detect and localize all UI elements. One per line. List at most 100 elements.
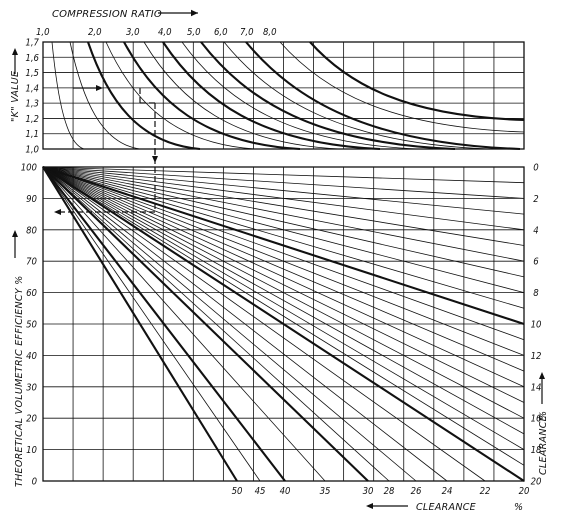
k-tick-label: 1,5	[25, 68, 39, 79]
k-tick-label: 1,0	[25, 145, 39, 156]
compression-ratio-label: 5,0	[187, 27, 201, 38]
bottom-clearance-unit: %	[514, 502, 523, 513]
clearance-line	[42, 166, 417, 482]
bottom-clearance-tick-label: 26	[411, 486, 422, 497]
efficiency-tick-label: 20	[26, 414, 37, 425]
compression-ratio-labels: 1,0 2,0 3,0 4,0 5,0 6,0 7,0 8,0	[36, 27, 277, 38]
right-clearance-arrow	[539, 372, 545, 404]
clearance-line	[42, 166, 525, 231]
k-value-axis-arrow	[12, 48, 18, 74]
clearance-line	[42, 166, 525, 403]
efficiency-tick-label: 0	[32, 477, 38, 488]
efficiency-tick-label: 70	[26, 257, 37, 268]
clearance-line	[42, 166, 238, 482]
efficiency-tick-label: 50	[26, 320, 37, 331]
clearance-line	[42, 166, 525, 325]
bottom-clearance-tick-label: 20	[519, 486, 530, 497]
efficiency-frame	[42, 166, 525, 482]
clearance-line	[42, 166, 525, 419]
clearance-line	[42, 166, 525, 309]
efficiency-tick-label: 100	[21, 163, 38, 174]
efficiency-axis-title: THEORETICAL VOLUMETRIC EFFICIENCY %	[14, 275, 25, 487]
right-clearance-tick-label: 20	[531, 477, 542, 488]
clearance-line	[42, 166, 525, 184]
clearance-line	[42, 166, 286, 482]
right-clearance-title: CLEARANCE	[538, 415, 549, 475]
bottom-clearance-tick-label: 50	[232, 486, 243, 497]
k-value-curve	[223, 41, 491, 150]
clearance-line	[42, 166, 525, 356]
k-value-curve	[69, 41, 141, 150]
k-value-curve	[105, 41, 256, 150]
clearance-line	[42, 166, 525, 466]
compression-ratio-title: COMPRESSION RATIO	[52, 9, 162, 20]
bottom-clearance-tick-label: 35	[320, 486, 331, 497]
right-clearance-tick-label: 0	[533, 163, 539, 174]
clearance-line	[42, 166, 525, 482]
clearance-line	[42, 166, 486, 482]
efficiency-tick-label: 90	[26, 194, 37, 205]
efficiency-tick-label: 10	[26, 445, 37, 456]
k-value-curve	[87, 41, 201, 151]
clearance-line	[42, 166, 525, 341]
k-value-curve	[309, 41, 525, 122]
clearance-line	[42, 166, 326, 482]
compression-ratio-label: 2,0	[88, 27, 102, 38]
compression-ratio-label: 4,0	[158, 27, 172, 38]
bottom-clearance-tick-labels: 50 45 40 35 30 28 26 24 22 20	[232, 486, 530, 497]
efficiency-tick-label: 40	[26, 351, 37, 362]
efficiency-tick-label: 30	[26, 382, 37, 393]
clearance-line	[42, 166, 525, 262]
bottom-clearance-tick-label: 30	[363, 486, 374, 497]
bottom-clearance-arrow	[366, 503, 408, 509]
k-value-curve	[245, 41, 521, 151]
right-clearance-tick-label: 12	[531, 351, 542, 362]
right-clearance-tick-label: 6	[533, 257, 539, 268]
clearance-line	[42, 166, 525, 215]
compression-ratio-label: 6,0	[214, 27, 228, 38]
right-clearance-tick-label: 8	[533, 288, 539, 299]
clearance-line	[42, 166, 525, 293]
right-clearance-tick-label: 10	[531, 320, 542, 331]
clearance-line	[42, 166, 525, 199]
compression-ratio-label: 8,0	[263, 27, 277, 38]
k-value-curve	[123, 41, 301, 151]
right-clearance-unit: %	[538, 411, 549, 420]
k-tick-label: 1,1	[25, 129, 39, 140]
k-value-curve	[181, 41, 419, 150]
right-clearance-tick-label: 14	[531, 382, 542, 393]
efficiency-tick-label: 60	[26, 288, 37, 299]
bottom-clearance-tick-label: 40	[280, 486, 291, 497]
k-value-tick-labels: 1,0 1,1 1,2 1,3 1,4 1,5 1,6 1,7	[25, 38, 39, 156]
clearance-line	[42, 166, 525, 278]
right-clearance-tick-label: 18	[531, 445, 542, 456]
worked-example-arrows	[54, 85, 158, 215]
bottom-clearance-tick-label: 45	[255, 486, 266, 497]
k-tick-label: 1,3	[25, 99, 39, 110]
k-tick-label: 1,7	[25, 38, 39, 49]
k-value-frame	[42, 41, 525, 150]
clearance-line	[42, 166, 525, 388]
k-value-curve	[162, 41, 381, 151]
bottom-clearance-tick-label: 22	[480, 486, 491, 497]
k-value-axis-title: "K" VALUE	[10, 71, 21, 122]
right-clearance-unit-group: %	[538, 411, 549, 420]
efficiency-tick-label: 80	[26, 225, 37, 236]
k-tick-label: 1,2	[25, 114, 39, 125]
k-tick-label: 1,6	[25, 53, 39, 64]
compression-ratio-arrow	[158, 9, 198, 17]
clearance-line	[42, 166, 261, 482]
clearance-line	[42, 166, 369, 482]
right-clearance-tick-labels: 0 2 4 6 8 10 12 14 16 18 20	[531, 163, 542, 488]
bottom-clearance-tick-label: 28	[384, 486, 395, 497]
right-clearance-tick-label: 16	[531, 414, 542, 425]
k-value-curve	[200, 41, 456, 151]
right-clearance-tick-label: 2	[533, 194, 538, 205]
k-value-curve	[143, 41, 341, 150]
k-value-axis-title-group: "K" VALUE	[10, 71, 21, 122]
efficiency-axis-title-group: THEORETICAL VOLUMETRIC EFFICIENCY %	[14, 275, 25, 487]
clearance-line	[42, 166, 525, 246]
k-value-curve	[279, 41, 525, 133]
clearance-line	[42, 166, 525, 450]
